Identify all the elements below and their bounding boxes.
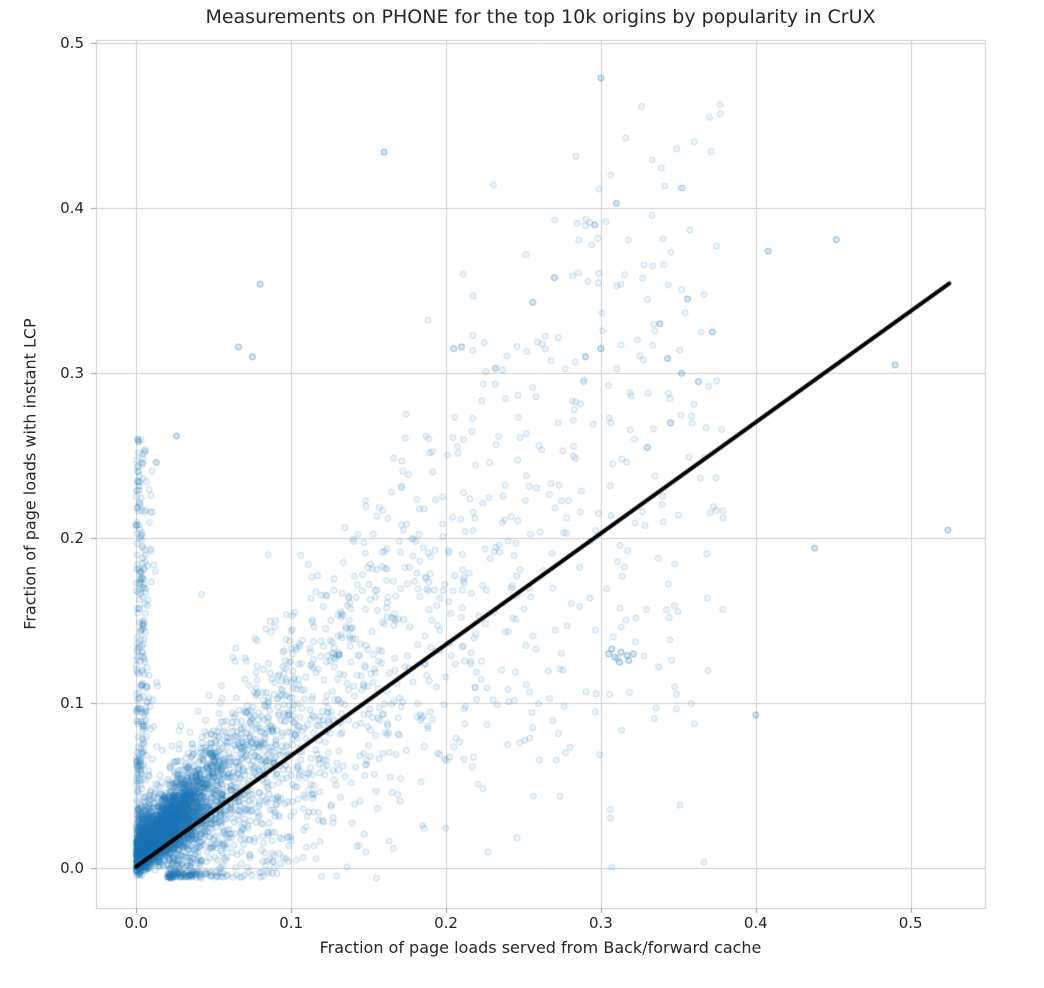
x-axis-label: Fraction of page loads served from Back/…: [319, 938, 762, 957]
x-tick-label: 0.4: [743, 914, 768, 932]
x-tick-label: 0.2: [434, 914, 458, 932]
x-tick-label: 0.1: [279, 914, 304, 932]
y-tick-label: 0.4: [60, 199, 84, 218]
y-tick-label: 0.2: [60, 529, 84, 548]
y-tick-label: 0.1: [60, 694, 84, 713]
x-tick-label: 0.3: [588, 914, 613, 932]
y-tick-label: 0.0: [60, 859, 84, 878]
y-tick-label: 0.3: [60, 364, 84, 383]
x-tick-label: 0.0: [124, 914, 149, 932]
x-tick-label: 0.5: [898, 914, 923, 932]
y-tick-label: 0.5: [60, 34, 84, 53]
chart-title: Measurements on PHONE for the top 10k or…: [205, 6, 876, 28]
